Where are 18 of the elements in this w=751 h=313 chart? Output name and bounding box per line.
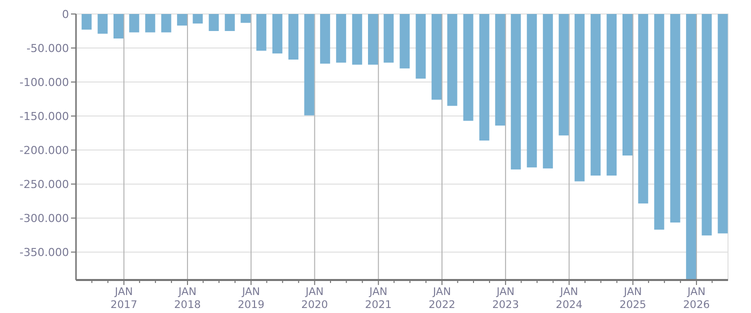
x-tick-label: JAN 2025 xyxy=(620,286,646,311)
x-tick-label: JAN 2021 xyxy=(365,286,392,311)
x-tick-label: JAN 2019 xyxy=(238,286,264,311)
x-tick-label: JAN 2018 xyxy=(174,286,201,311)
x-tick-label: JAN 2026 xyxy=(683,286,710,311)
y-tick-label: -200.000 xyxy=(20,144,69,157)
y-tick-label: -150.000 xyxy=(20,110,69,123)
x-tick-label: JAN 2017 xyxy=(110,286,138,311)
y-tick-label: -250.000 xyxy=(20,178,69,191)
x-tick-label: JAN 2020 xyxy=(301,286,328,311)
y-tick-label: -50.000 xyxy=(26,42,69,55)
x-tick-label: JAN 2023 xyxy=(492,286,519,311)
y-tick-label: -100.000 xyxy=(20,76,69,89)
y-tick-label: 0 xyxy=(62,8,69,21)
x-tick-label: JAN 2022 xyxy=(428,286,456,311)
y-tick-label: -300.000 xyxy=(20,212,69,225)
y-tick-label: -350.000 xyxy=(20,246,69,259)
x-tick-label: JAN 2024 xyxy=(556,286,583,311)
